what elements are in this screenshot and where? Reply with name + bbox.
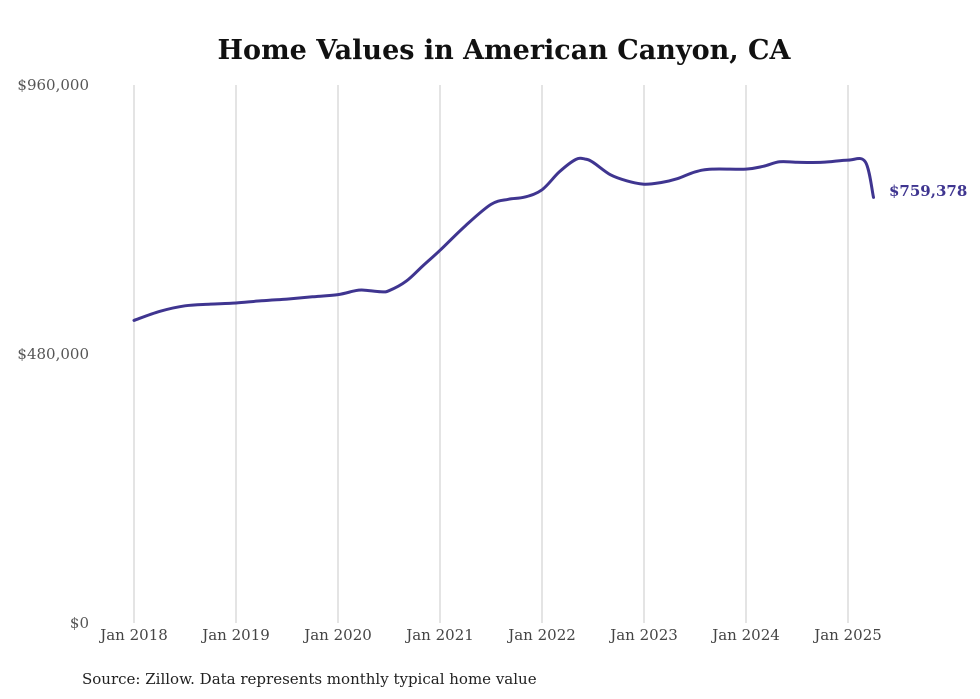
x-tick-label: Jan 2025 <box>812 626 882 644</box>
x-tick-label: Jan 2023 <box>608 626 678 644</box>
chart-title: Home Values in American Canyon, CA <box>218 35 792 66</box>
source-note: Source: Zillow. Data represents monthly … <box>82 670 537 688</box>
y-tick-label: $480,000 <box>17 345 89 363</box>
x-axis: Jan 2018 Jan 2019 Jan 2020 Jan 2021 Jan 2022… <box>98 626 882 644</box>
series-layer <box>132 156 875 322</box>
end-value-label: $759,378 <box>889 182 967 200</box>
grid-lines <box>133 85 849 623</box>
x-tick-label: Jan 2018 <box>98 626 168 644</box>
x-tick-label: Jan 2019 <box>200 626 270 644</box>
x-tick-label: Jan 2022 <box>506 626 576 644</box>
x-tick-label: Jan 2020 <box>302 626 372 644</box>
x-tick-label: Jan 2021 <box>404 626 474 644</box>
x-tick-label: Jan 2024 <box>710 626 780 644</box>
y-tick-label: $960,000 <box>17 76 89 94</box>
y-axis: $0 $480,000 $960,000 <box>17 76 89 632</box>
y-tick-label: $0 <box>70 614 89 632</box>
series-line <box>132 156 875 322</box>
